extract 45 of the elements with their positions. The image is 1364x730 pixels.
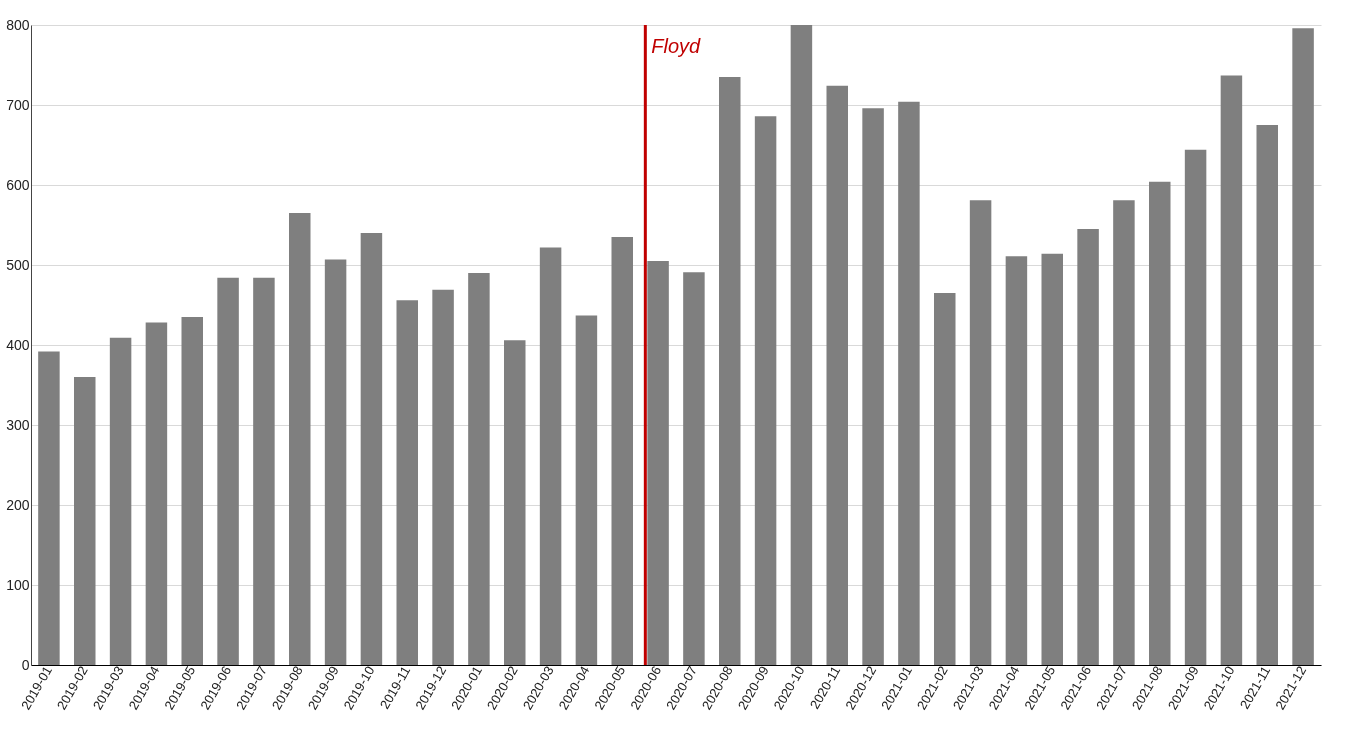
bar xyxy=(324,259,347,665)
bar xyxy=(790,25,813,665)
bar xyxy=(898,101,920,665)
bar xyxy=(145,322,168,665)
bar xyxy=(647,261,669,665)
bar xyxy=(826,85,848,665)
bar xyxy=(719,77,741,665)
y-tick-label: 400 xyxy=(6,336,30,353)
bar xyxy=(969,200,992,665)
y-tick-label: 600 xyxy=(6,176,30,193)
y-tick-label: 500 xyxy=(6,256,30,273)
bar xyxy=(611,237,633,665)
bar xyxy=(1077,229,1099,665)
bar xyxy=(1149,181,1171,665)
bar xyxy=(289,213,311,665)
y-tick-label: 800 xyxy=(6,16,30,33)
bar xyxy=(1113,200,1135,665)
bar xyxy=(575,315,598,665)
bar xyxy=(396,300,418,665)
bar xyxy=(360,233,383,665)
bar xyxy=(1292,28,1314,665)
bar xyxy=(1256,125,1278,665)
bar xyxy=(504,340,526,665)
ref-line-label: Floyd xyxy=(651,35,702,57)
bar xyxy=(1041,253,1063,665)
bar xyxy=(862,108,884,665)
bar xyxy=(1005,256,1028,665)
bar xyxy=(38,351,60,665)
bar xyxy=(253,277,275,665)
bar xyxy=(432,289,454,665)
bar xyxy=(217,277,239,665)
bar xyxy=(109,337,132,665)
y-tick-label: 100 xyxy=(6,576,30,593)
bar xyxy=(539,247,562,665)
bar xyxy=(1220,75,1243,665)
y-tick-label: 300 xyxy=(6,416,30,433)
bar xyxy=(468,273,490,665)
bar xyxy=(934,293,956,665)
bar xyxy=(74,377,96,665)
bar xyxy=(683,272,705,665)
bar xyxy=(1184,149,1207,665)
y-tick-label: 700 xyxy=(6,96,30,113)
bar xyxy=(181,317,203,665)
y-tick-label: 200 xyxy=(6,496,30,513)
bar xyxy=(754,116,777,665)
